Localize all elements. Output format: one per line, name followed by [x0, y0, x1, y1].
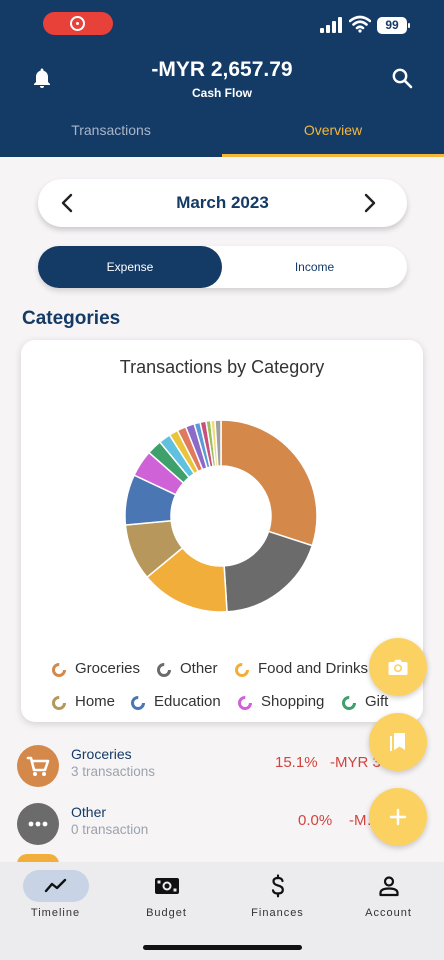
- legend-marker-icon: [342, 696, 356, 710]
- pie-slice-minor-15[interactable]: [214, 419, 222, 467]
- cellular-signal-icon: [320, 17, 342, 33]
- tab-transactions[interactable]: Transactions: [71, 122, 151, 138]
- category-avatar: [17, 854, 59, 864]
- chart-title: Transactions by Category: [119, 357, 325, 377]
- pie-slice-other[interactable]: [223, 530, 314, 613]
- timeline-icon: [44, 878, 67, 893]
- bell-icon[interactable]: [30, 66, 54, 90]
- category-percent: 0.0%: [298, 812, 333, 829]
- bookmark-fab-button[interactable]: [369, 713, 427, 771]
- screen-record-indicator[interactable]: [43, 12, 113, 35]
- chevron-right-icon[interactable]: [357, 191, 381, 215]
- category-name: Groceries: [71, 746, 132, 762]
- battery-indicator: 99: [377, 17, 410, 34]
- home-indicator: [143, 945, 302, 950]
- chart-card: Transactions by Category Groceries Other…: [21, 340, 423, 722]
- camera-icon: [388, 659, 408, 675]
- category-avatar: [17, 803, 59, 845]
- nav-account[interactable]: Account: [333, 862, 444, 932]
- category-avatar: [17, 745, 59, 787]
- legend-marker-icon: [235, 663, 249, 677]
- wifi-icon: [349, 15, 371, 33]
- list-item[interactable]: Groceries 3 transactions 15.1% -MYR 3…7: [0, 740, 444, 794]
- cash-flow-label: Cash Flow: [191, 86, 252, 100]
- app-header: 99 -MYR 2,657.79 Cash Flow Transactions …: [0, 0, 444, 157]
- camera-fab-button[interactable]: [369, 638, 427, 696]
- transaction-count: 0 transaction: [71, 822, 149, 837]
- nav-label: Account: [365, 907, 412, 919]
- legend-marker-icon: [52, 663, 66, 677]
- cash-flow-amount: -MYR 2,657.79: [151, 58, 293, 81]
- legend-marker-icon: [131, 696, 145, 710]
- legend-row: Home Education Shopping Gift: [51, 693, 423, 713]
- cart-icon: [26, 756, 50, 776]
- donut-chart[interactable]: [121, 416, 321, 616]
- legend-marker-icon: [157, 663, 171, 677]
- tab-overview[interactable]: Overview: [303, 122, 363, 138]
- nav-label: Finances: [251, 907, 304, 919]
- nav-label: Budget: [146, 907, 187, 919]
- legend-marker-icon: [52, 696, 66, 710]
- plus-icon: [389, 808, 407, 826]
- expense-segment[interactable]: Expense: [38, 246, 222, 288]
- nav-budget[interactable]: Budget: [111, 862, 222, 932]
- income-segment[interactable]: Income: [294, 260, 335, 274]
- record-icon: [70, 16, 85, 31]
- nav-finances[interactable]: Finances: [222, 862, 333, 932]
- nav-timeline[interactable]: Timeline: [0, 862, 111, 932]
- status-bar: 99: [0, 0, 444, 50]
- pie-slice-groceries[interactable]: [220, 419, 318, 547]
- legend-marker-icon: [238, 696, 252, 710]
- expense-income-toggle: Expense Income: [38, 246, 407, 288]
- search-icon[interactable]: [390, 66, 414, 90]
- list-item[interactable]: Other 0 transaction 0.0% -M…: [0, 798, 444, 852]
- category-name: Other: [71, 804, 107, 820]
- active-tab-indicator: [222, 154, 444, 157]
- bookmark-icon: [390, 733, 405, 751]
- section-title: Categories: [22, 308, 121, 329]
- add-fab-button[interactable]: [369, 788, 427, 846]
- budget-icon: [155, 878, 179, 894]
- month-selector: March 2023: [38, 179, 407, 227]
- more-icon: [28, 821, 48, 827]
- account-icon: [379, 876, 399, 897]
- chevron-left-icon[interactable]: [56, 191, 80, 215]
- category-percent: 15.1%: [275, 754, 318, 771]
- legend-row: Groceries Other Food and Drinks: [51, 660, 423, 680]
- transaction-count: 3 transactions: [71, 764, 156, 779]
- dollar-icon: [271, 874, 284, 898]
- month-label[interactable]: March 2023: [176, 193, 269, 212]
- nav-label: Timeline: [30, 907, 81, 919]
- bottom-navigation: Timeline Budget Finances Account: [0, 862, 444, 960]
